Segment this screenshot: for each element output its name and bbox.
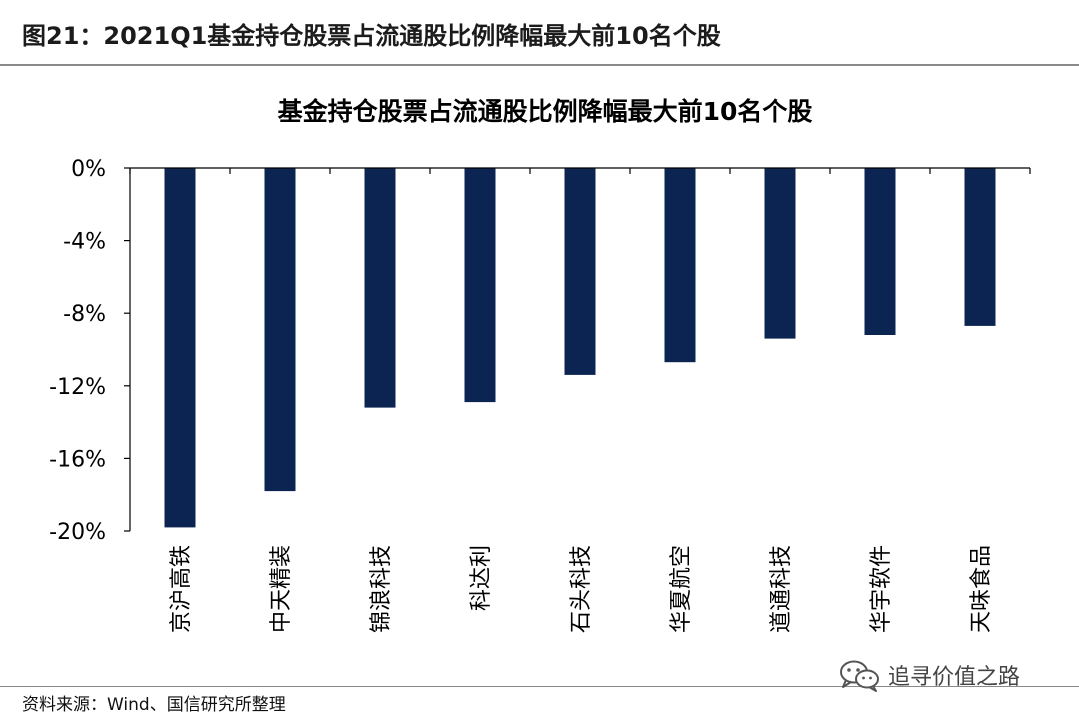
figure-header: 图21：2021Q1基金持仓股票占流通股比例降幅最大前10名个股 — [0, 0, 1079, 66]
x-tick-label: 道通科技 — [769, 545, 794, 633]
watermark: 追寻价值之路 — [838, 655, 1020, 695]
figure-footer: 资料来源：Wind、国信研究所整理 — [0, 686, 1079, 719]
x-tick-label: 京沪高铁 — [169, 545, 194, 633]
chart-title: 基金持仓股票占流通股比例降幅最大前10名个股 — [278, 97, 813, 126]
y-tick-label: -12% — [49, 375, 106, 400]
x-tick-label: 天味食品 — [969, 545, 994, 633]
bar — [564, 168, 596, 375]
x-tick-label: 科达利 — [469, 545, 494, 611]
y-tick-label: -8% — [63, 302, 106, 327]
bar — [364, 168, 396, 408]
bar-chart: 基金持仓股票占流通股比例降幅最大前10名个股 0% -4% -8% -12% -16% -… — [49, 97, 1031, 633]
x-tick-label: 石头科技 — [569, 545, 594, 633]
figure-title: 图21：2021Q1基金持仓股票占流通股比例降幅最大前10名个股 — [22, 22, 721, 50]
wechat-icon — [840, 660, 879, 692]
y-tick-label: -16% — [49, 447, 106, 472]
x-tick-label: 华宇软件 — [869, 545, 894, 633]
bar — [664, 168, 696, 363]
watermark-text: 追寻价值之路 — [888, 665, 1021, 690]
bar — [964, 168, 996, 326]
y-tick-label: 0% — [71, 157, 106, 182]
bar — [164, 168, 196, 528]
y-tick-label: -20% — [49, 520, 106, 545]
y-tick-label: -4% — [63, 230, 106, 255]
plot-area: 0% -4% -8% -12% -16% -20% 京沪高铁 中天精装 锦浪科技 科达利 石头科技 华… — [49, 157, 1031, 633]
x-tick-label: 中天精装 — [269, 545, 294, 633]
x-tick-label: 锦浪科技 — [369, 545, 394, 633]
bar — [464, 168, 496, 403]
bar — [764, 168, 796, 339]
source-note: 资料来源：Wind、国信研究所整理 — [22, 695, 286, 715]
x-tick-label: 华夏航空 — [669, 545, 694, 633]
bar — [864, 168, 896, 335]
bar — [264, 168, 296, 492]
